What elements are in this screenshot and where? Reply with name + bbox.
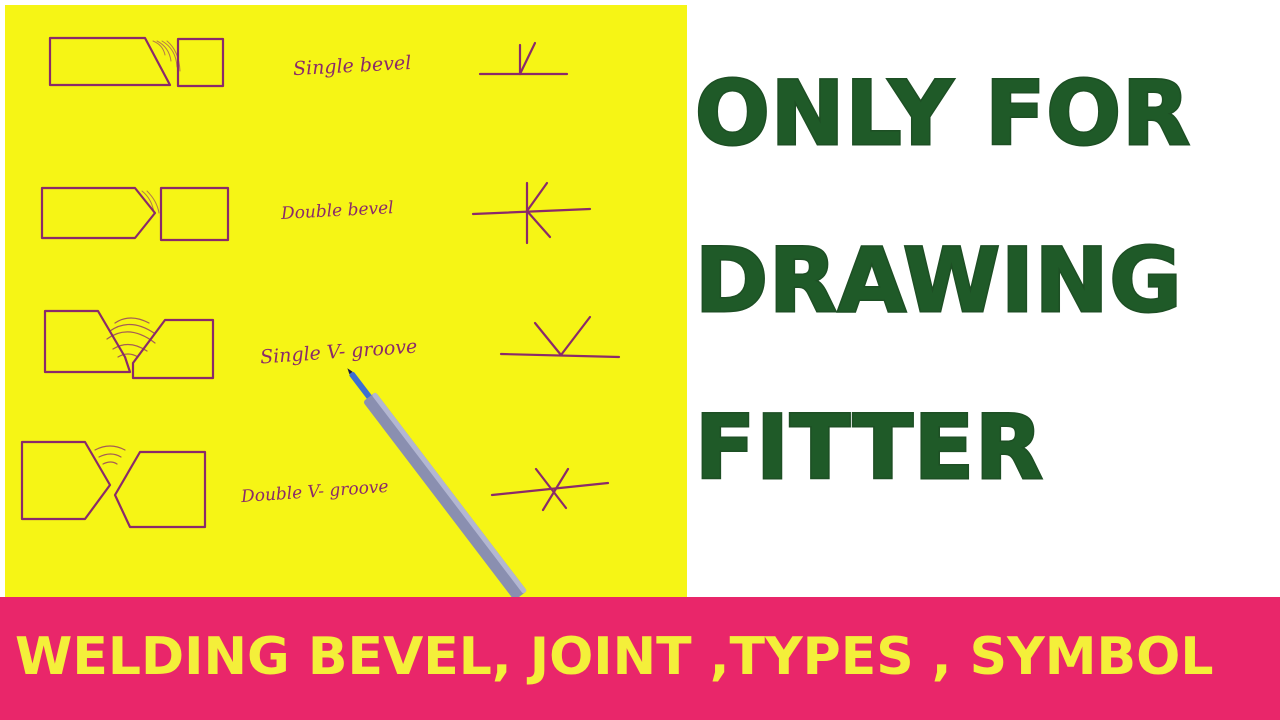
headline-line-3: FITTER (694, 396, 1045, 499)
pen-pointer (347, 368, 527, 597)
double-bevel-joint-drawing (40, 186, 230, 242)
hand-drawn-sketches (20, 36, 621, 597)
banner-title: WELDING BEVEL, JOINT ,TYPES , SYMBOL (15, 627, 1214, 687)
yellow-paper: Single bevel Double bevel Single V- groo… (5, 5, 687, 597)
single-bevel-joint-drawing (48, 36, 225, 88)
headline-line-2: DRAWING (694, 229, 1184, 332)
single-v-groove-symbol (499, 315, 621, 359)
single-v-groove-joint-drawing (43, 309, 215, 380)
double-v-groove-symbol (490, 467, 610, 512)
single-bevel-symbol (478, 41, 569, 76)
headline: ONLY FOR DRAWING FITTER (694, 62, 1280, 571)
title-banner: WELDING BEVEL, JOINT ,TYPES , SYMBOL (0, 597, 1280, 720)
headline-line-1: ONLY FOR (694, 62, 1192, 165)
double-v-groove-joint-drawing (20, 440, 207, 529)
double-bevel-symbol (471, 181, 592, 245)
